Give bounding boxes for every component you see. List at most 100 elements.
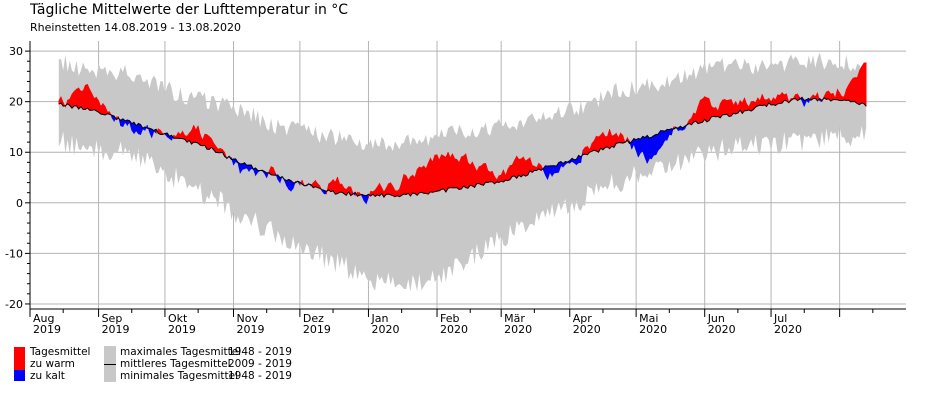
warm-anomaly: [87, 84, 90, 112]
cold-anomaly: [649, 136, 652, 159]
warm-anomaly: [710, 105, 714, 118]
y-tick-label: -20: [5, 298, 23, 311]
warm-anomaly: [850, 77, 854, 103]
warm-anomaly: [704, 96, 708, 123]
x-year-label: 2020: [504, 323, 532, 336]
warm-anomaly: [722, 98, 725, 116]
warm-anomaly: [463, 153, 467, 189]
x-year-label: 2020: [639, 323, 667, 336]
warm-anomaly: [854, 77, 858, 105]
x-month-label: Feb: [440, 312, 459, 325]
warm-anomaly: [73, 88, 77, 107]
warm-anomaly: [702, 95, 706, 124]
x-month-label: Jan: [370, 312, 388, 325]
axes: -20-100102030Aug2019Sep2019Okt2019Nov201…: [5, 41, 906, 336]
warm-anomaly: [478, 165, 482, 186]
legend-label-cold: zu kalt: [30, 370, 65, 382]
warm-anomaly: [93, 96, 97, 112]
warm-anomaly: [452, 153, 456, 189]
cold-anomaly: [138, 123, 141, 136]
x-year-label: 2020: [774, 323, 802, 336]
warm-anomaly: [454, 158, 458, 189]
warm-anomaly: [783, 93, 787, 102]
y-tick-label: 20: [9, 96, 23, 109]
warm-anomaly: [403, 173, 407, 195]
warm-anomaly: [461, 155, 464, 190]
warm-anomaly: [518, 158, 522, 178]
warm-anomaly: [467, 161, 471, 190]
warm-anomaly: [270, 165, 274, 176]
x-month-label: Mär: [504, 312, 525, 325]
warm-anomaly: [469, 161, 473, 187]
warm-anomaly: [480, 162, 484, 186]
x-year-label: 2020: [371, 323, 399, 336]
x-year-label: 2020: [573, 323, 601, 336]
warm-anomaly: [826, 90, 829, 100]
x-year-label: 2019: [303, 323, 331, 336]
x-year-label: 2019: [102, 323, 130, 336]
warm-anomaly: [856, 70, 860, 105]
x-month-label: Aug: [33, 312, 54, 325]
warm-anomaly: [706, 97, 710, 123]
warm-anomaly: [487, 169, 491, 183]
warm-anomaly: [489, 170, 493, 183]
warm-swatch-2: [14, 358, 25, 370]
warm-swatch: [14, 347, 25, 358]
warm-anomaly: [728, 99, 732, 117]
x-month-label: Apr: [573, 312, 593, 325]
mean-line-swatch: [104, 364, 116, 365]
warm-anomaly: [859, 66, 863, 106]
warm-anomaly: [412, 174, 416, 194]
cold-swatch: [14, 370, 25, 381]
x-month-label: Mai: [639, 312, 658, 325]
warm-anomaly: [85, 83, 88, 110]
cold-anomaly: [651, 135, 655, 160]
cold-anomaly: [644, 134, 648, 164]
warm-anomaly: [611, 134, 615, 148]
max-swatch: [104, 346, 116, 358]
warm-anomaly: [447, 151, 451, 189]
series-lines: [58, 96, 867, 198]
warm-anomaly: [456, 158, 460, 191]
warm-anomaly: [416, 166, 420, 196]
warm-anomaly: [777, 94, 781, 105]
x-month-label: Dez: [303, 312, 324, 325]
warm-anomaly: [863, 62, 867, 107]
cold-anomaly: [553, 165, 557, 174]
warm-anomaly: [388, 182, 391, 196]
warm-anomaly: [427, 157, 431, 195]
cold-anomaly: [660, 130, 664, 149]
mean-line: [58, 96, 867, 198]
warm-anomaly: [472, 161, 475, 188]
warm-anomaly: [441, 154, 445, 190]
x-year-label: 2019: [33, 323, 61, 336]
warm-anomaly: [595, 135, 599, 153]
warm-anomaly: [423, 165, 427, 194]
x-year-label: 2020: [708, 323, 736, 336]
cold-anomaly: [653, 133, 657, 156]
warm-anomaly: [713, 107, 717, 118]
x-month-label: Nov: [237, 312, 259, 325]
warm-anomaly: [852, 77, 856, 103]
warm-anomaly: [78, 87, 82, 110]
cold-anomaly: [646, 134, 650, 164]
warm-anomaly: [438, 154, 442, 192]
legend-years-mean: 2009 - 2019: [228, 358, 292, 370]
warm-anomaly: [421, 165, 425, 194]
warm-anomaly: [600, 131, 604, 151]
warm-anomaly: [418, 166, 422, 194]
y-tick-label: 0: [16, 197, 23, 210]
warm-anomaly: [445, 151, 449, 193]
warm-anomaly: [699, 98, 703, 124]
legend-label-max: maximales Tagesmittel: [120, 346, 242, 358]
chart-title: Tägliche Mittelwerte der Lufttemperatur …: [30, 2, 349, 18]
legend-years-min: 1948 - 2019: [228, 370, 292, 382]
x-month-label: Jul: [773, 312, 787, 325]
y-tick-label: 30: [9, 45, 23, 58]
warm-anomaly: [434, 154, 438, 193]
warm-anomaly: [522, 156, 526, 177]
x-year-label: 2020: [440, 323, 468, 336]
legend-years-max: 1948 - 2019: [228, 346, 292, 358]
legend-label-warm: zu warm: [30, 358, 75, 370]
y-tick-label: -10: [5, 247, 23, 260]
